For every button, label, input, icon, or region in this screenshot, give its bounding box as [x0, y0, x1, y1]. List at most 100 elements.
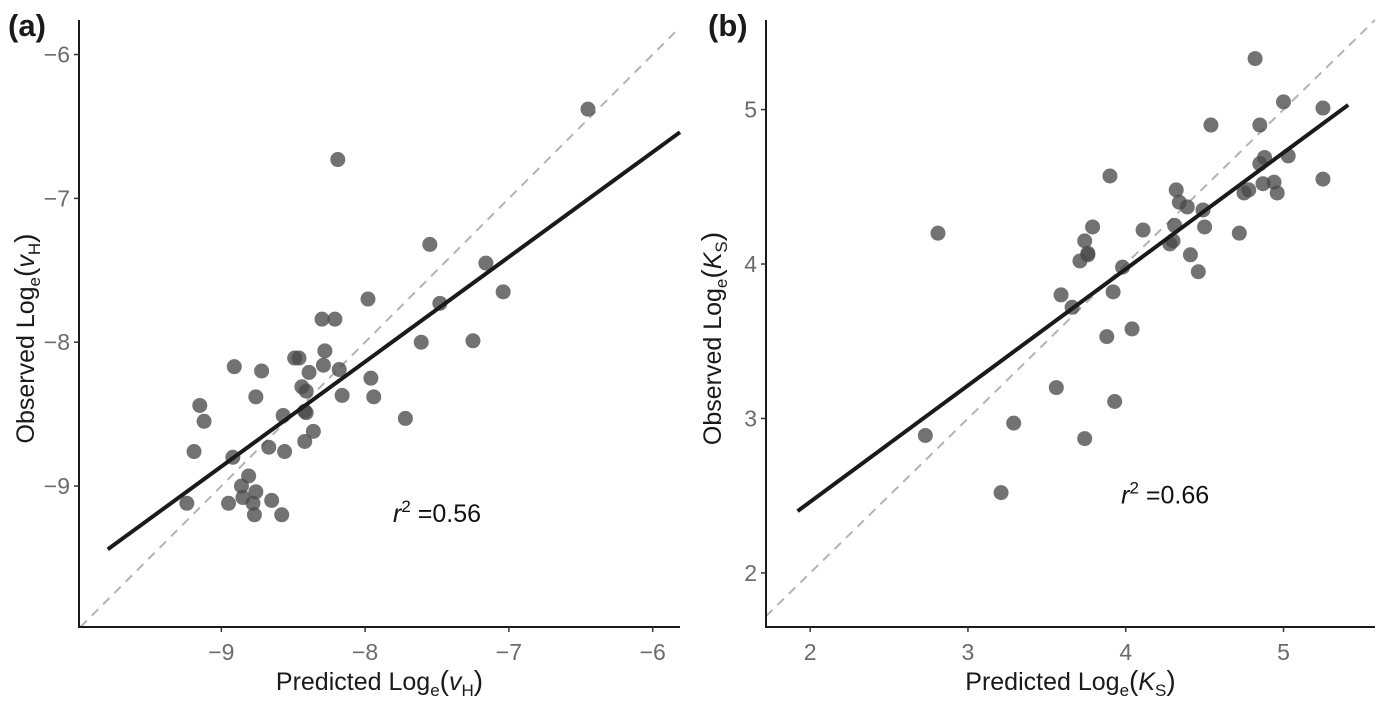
x-axis-title-var: K [1138, 668, 1156, 696]
y-axis-title-var: K [699, 251, 727, 269]
data-point [274, 507, 290, 523]
data-point [360, 291, 376, 307]
y-tick-label: −6 [44, 42, 70, 68]
data-point [1048, 380, 1064, 396]
data-point [1315, 100, 1331, 116]
data-point [495, 284, 511, 300]
x-axis-title-base: e [1120, 681, 1129, 700]
data-point [1190, 264, 1206, 280]
regression-line [796, 103, 1350, 513]
y-tick-label: 3 [744, 405, 757, 431]
data-point [233, 478, 249, 494]
r-squared-var: r [393, 500, 403, 528]
data-point [1124, 321, 1140, 337]
x-axis-title-close: ) [1166, 665, 1175, 696]
x-axis-title-prefix: Predicted Log [965, 668, 1119, 696]
data-point [422, 236, 438, 252]
identity-line [765, 19, 1376, 617]
x-tick-label: −9 [208, 639, 234, 665]
data-point [413, 334, 429, 350]
data-point [248, 484, 264, 500]
points [917, 51, 1331, 501]
y-axis-title-close: ) [9, 234, 40, 243]
data-point [1179, 199, 1195, 215]
data-point [1168, 182, 1184, 198]
data-point [291, 350, 307, 366]
data-point [1197, 219, 1213, 235]
identity-line [79, 26, 681, 628]
x-axis-title-close: ) [474, 665, 483, 696]
data-point [917, 427, 933, 443]
data-point [297, 433, 313, 449]
x-axis-title-base: e [430, 681, 439, 700]
data-point [186, 444, 202, 460]
r-squared-var: r [1121, 481, 1131, 509]
x-axis-title-var-sub: S [1155, 681, 1166, 700]
data-point [930, 225, 946, 241]
y-axis-title-base: e [712, 279, 731, 288]
data-point [1102, 168, 1118, 184]
data-point [993, 485, 1009, 501]
y-axis-title-prefix: Observed Log [699, 288, 727, 445]
regression-line [106, 130, 682, 551]
y-axis-title: Observed Loge(KS) [696, 232, 731, 445]
r-squared-eq: = [411, 500, 433, 528]
r-squared-value: 0.66 [1160, 481, 1209, 509]
y-tick-label: 5 [744, 97, 757, 123]
x-tick-label: −8 [352, 639, 378, 665]
data-point [334, 387, 350, 403]
data-point [254, 363, 270, 379]
x-axis-title-var: v [449, 668, 463, 696]
x-tick-label: −7 [496, 639, 522, 665]
data-point [305, 423, 321, 439]
data-point [317, 343, 333, 359]
data-point [196, 413, 212, 429]
data-point [327, 311, 343, 327]
x-axis-title-open: ( [440, 665, 450, 696]
r-squared-exp: 2 [401, 497, 410, 516]
data-point [1077, 233, 1093, 249]
y-tick-label: 4 [744, 251, 757, 277]
data-point [1275, 94, 1291, 110]
data-point [330, 152, 346, 168]
data-point [478, 255, 494, 271]
y-tick-label: −7 [44, 185, 70, 211]
data-point [363, 370, 379, 386]
data-point [245, 495, 261, 511]
x-tick-label: 2 [804, 639, 817, 665]
y-axis-title-var-sub: H [25, 243, 44, 255]
data-point [465, 333, 481, 349]
y-axis-title-var-sub: S [712, 241, 731, 252]
y-tick-label: 2 [744, 560, 757, 586]
x-tick-label: −6 [640, 639, 666, 665]
y-axis-title-var: v [12, 254, 40, 268]
r-squared-annotation: r2 =0.56 [393, 497, 481, 528]
y-axis-title-prefix: Observed Log [12, 286, 40, 443]
y-tick-label: −8 [44, 329, 70, 355]
data-point [1315, 171, 1331, 187]
x-axis-title: Predicted Loge(KS) [965, 665, 1175, 700]
data-point [1269, 185, 1285, 201]
data-point [1107, 393, 1123, 409]
data-point [432, 295, 448, 311]
y-axis-title-open: ( [9, 267, 40, 277]
data-point [1135, 222, 1151, 238]
y-axis-title-base: e [25, 277, 44, 286]
data-point [261, 439, 277, 455]
data-point [301, 364, 317, 380]
data-point [580, 101, 596, 117]
data-point [246, 507, 262, 523]
r-squared-eq: = [1139, 481, 1161, 509]
data-point [1255, 176, 1271, 192]
x-tick-label: 5 [1277, 639, 1290, 665]
panel-label: (b) [708, 8, 748, 43]
x-tick-label: 3 [962, 639, 975, 665]
data-point [1241, 182, 1257, 198]
data-point [1072, 253, 1088, 269]
data-point [1247, 51, 1263, 67]
data-point [1231, 225, 1247, 241]
data-point [397, 410, 413, 426]
